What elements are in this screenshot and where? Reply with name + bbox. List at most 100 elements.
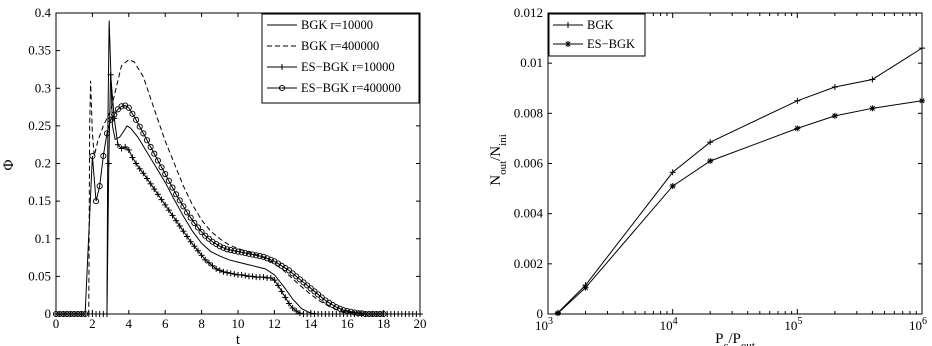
data-point xyxy=(311,288,318,295)
data-point xyxy=(355,310,362,317)
data-point xyxy=(111,111,118,118)
data-point xyxy=(151,150,158,157)
y-tick-label: 0.25 xyxy=(28,118,51,133)
data-point xyxy=(231,247,238,254)
tick-marks xyxy=(547,12,923,315)
x-tick-base: 10 xyxy=(909,318,922,333)
data-point xyxy=(100,152,107,160)
legend-item: ES−BGK xyxy=(553,37,635,51)
x-tick-label: 105 xyxy=(784,316,802,333)
data-point xyxy=(249,273,256,280)
data-point xyxy=(224,269,231,276)
data-point xyxy=(118,145,125,152)
data-point xyxy=(136,123,143,130)
legend-label: ES−BGK xyxy=(587,37,635,51)
x-tick-label: 20 xyxy=(414,316,427,331)
legend-item: ES−BGK r=10000 xyxy=(267,60,395,74)
legend-label: BGK xyxy=(587,18,613,32)
series-line xyxy=(56,59,420,315)
data-point xyxy=(202,256,209,263)
data-point xyxy=(253,252,260,259)
data-point xyxy=(173,191,180,198)
legend-marker xyxy=(279,64,285,70)
data-point xyxy=(96,183,103,190)
data-point xyxy=(198,252,205,259)
data-point xyxy=(125,146,132,153)
y-tick-label: 0.004 xyxy=(514,206,544,221)
data-point xyxy=(238,271,245,278)
data-point xyxy=(151,186,158,193)
data-point xyxy=(260,253,267,260)
data-point xyxy=(158,196,165,203)
data-point xyxy=(133,116,140,123)
data-point xyxy=(669,169,676,176)
data-point xyxy=(129,110,136,117)
data-point xyxy=(92,198,100,205)
x-tick-label: 8 xyxy=(198,316,205,331)
data-point xyxy=(198,228,205,236)
y-tick-labels: 0 0.05 0.1 0.15 0.2 0.25 0.3 0.35 0.4 xyxy=(28,5,51,321)
x-tick-exp: 4 xyxy=(673,316,678,327)
data-point xyxy=(125,104,132,111)
data-point xyxy=(794,125,801,132)
series-0 xyxy=(554,45,925,316)
data-point xyxy=(147,180,154,187)
x-tick-label: 4 xyxy=(126,316,133,331)
data-point xyxy=(114,106,121,113)
data-point xyxy=(831,83,838,90)
y-tick-label: 0.012 xyxy=(514,5,543,20)
data-point xyxy=(154,191,161,198)
data-point xyxy=(669,183,676,190)
x-tick-label: 2 xyxy=(89,316,96,331)
x-axis-label-mid: /P xyxy=(728,331,741,346)
data-point xyxy=(144,175,150,182)
data-point xyxy=(307,285,314,292)
legend-label: BGK r=10000 xyxy=(301,18,373,32)
data-point xyxy=(831,112,838,119)
x-tick-label: 0 xyxy=(53,316,60,331)
x-tick-exp: 6 xyxy=(922,316,927,327)
data-point xyxy=(187,238,194,245)
y-axis-label: Nout/Nini xyxy=(488,134,509,186)
chart-phi-vs-t: 0 2 4 6 8 10 12 14 16 18 20 0 0.05 0.1 0.15 0.2 0.25 0.3… xyxy=(1,5,427,346)
data-point xyxy=(869,105,876,112)
data-point xyxy=(205,259,212,266)
data-point xyxy=(707,139,714,146)
y-tick-label: 0.35 xyxy=(28,43,51,58)
legend-box xyxy=(548,13,646,57)
series-0 xyxy=(56,20,420,315)
data-point xyxy=(224,246,231,253)
data-point xyxy=(194,247,201,254)
legend-label: BGK r=400000 xyxy=(301,39,379,53)
data-point xyxy=(264,255,271,262)
y-axis-label-n: N xyxy=(488,175,504,186)
data-point xyxy=(245,250,252,257)
x-tick-base: 10 xyxy=(535,318,548,333)
series-1 xyxy=(56,59,420,315)
data-point xyxy=(582,284,589,291)
data-point xyxy=(238,249,245,256)
data-point xyxy=(554,310,561,317)
data-point xyxy=(103,130,111,137)
plot-area-frame xyxy=(547,12,923,315)
y-tick-label: 0 xyxy=(45,306,52,321)
y-axis-label-sub1: out xyxy=(497,161,509,175)
data-point xyxy=(140,130,147,137)
data-point xyxy=(165,207,172,214)
data-point xyxy=(300,279,307,286)
y-tick-label: 0.05 xyxy=(28,268,51,283)
x-axis-label: t xyxy=(236,332,241,346)
plot-area-frame xyxy=(55,12,421,315)
data-point xyxy=(267,274,274,281)
data-point xyxy=(133,160,140,167)
data-point xyxy=(340,307,347,314)
x-tick-exp: 3 xyxy=(548,316,553,327)
data-point xyxy=(358,310,365,317)
x-tick-labels: 0 2 4 6 8 10 12 14 16 18 20 xyxy=(53,316,427,331)
data-point xyxy=(191,219,198,226)
legend-item: BGK r=10000 xyxy=(267,18,373,32)
x-tick-label: 18 xyxy=(377,316,390,331)
x-tick-label: 106 xyxy=(909,316,927,333)
legend-label: ES−BGK r=400000 xyxy=(301,81,401,95)
